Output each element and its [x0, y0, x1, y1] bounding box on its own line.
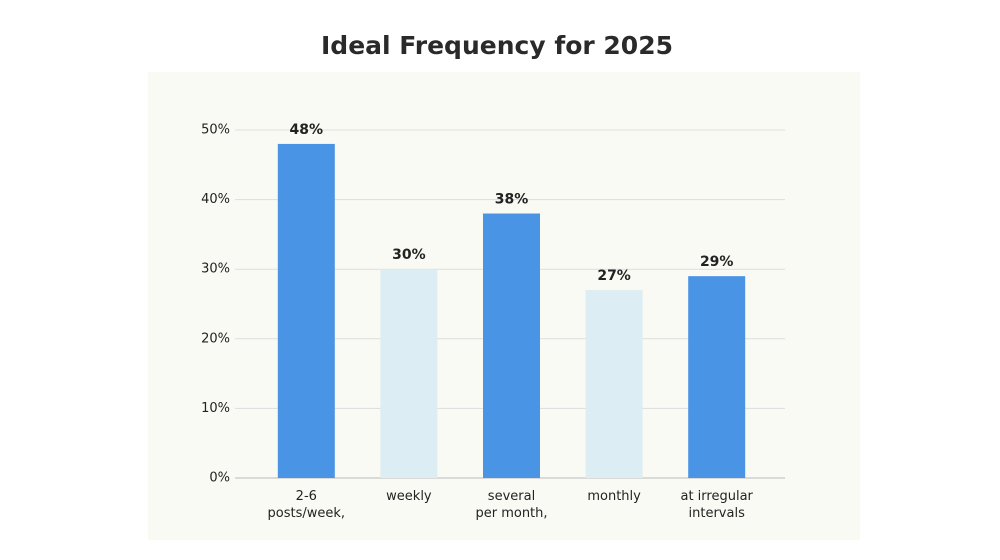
y-tick-label: 50%: [201, 123, 230, 138]
value-label: 38%: [495, 192, 529, 208]
x-tick-label: several per month,: [475, 489, 547, 521]
value-label: 30%: [392, 247, 426, 263]
x-tick-label: 2-6 posts/week,: [268, 489, 346, 521]
x-tick-label: at irregular intervals: [680, 489, 753, 521]
y-tick-label: 0%: [209, 471, 230, 486]
bar: [380, 269, 438, 478]
y-tick-label: 10%: [201, 401, 230, 416]
value-label: 48%: [290, 122, 324, 138]
y-tick-label: 40%: [201, 192, 230, 207]
bar: [688, 276, 746, 478]
x-tick-label: monthly: [587, 489, 641, 504]
bar: [277, 143, 335, 479]
y-tick-label: 30%: [201, 262, 230, 277]
value-label: 29%: [700, 254, 734, 270]
y-tick-label: 20%: [201, 331, 230, 346]
chart-title: Ideal Frequency for 2025: [321, 31, 673, 60]
x-tick-label: weekly: [386, 489, 432, 504]
bar: [483, 213, 540, 478]
value-label: 27%: [597, 268, 631, 284]
bar: [585, 290, 643, 478]
